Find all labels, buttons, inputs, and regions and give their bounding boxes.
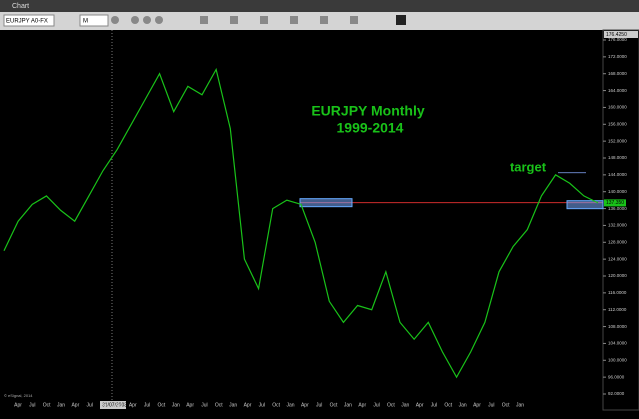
x-tick-label: Oct: [215, 402, 223, 408]
x-tick-label: Jan: [286, 402, 294, 408]
y-tick-label: 124.0000: [608, 256, 627, 261]
x-tick-label: Oct: [502, 402, 510, 408]
y-tick-label: 116.0000: [608, 290, 627, 295]
y-tick-label: 168.0000: [608, 71, 627, 76]
x-tick-label: Jan: [57, 402, 65, 408]
x-tick-label: Jan: [229, 402, 237, 408]
x-tick-label: Oct: [272, 402, 280, 408]
y-tick-label: 148.0000: [608, 155, 627, 160]
y-tick-label: 92.0000: [608, 391, 625, 396]
y-tick-label: 132.0000: [608, 223, 627, 228]
chart-subtitle: 1999-2014: [337, 120, 404, 136]
chart-title: EURJPY Monthly: [311, 103, 425, 119]
x-tick-label: Apr: [244, 402, 252, 408]
toolbar-icons[interactable]: [111, 15, 406, 25]
x-tick-label: Jul: [488, 402, 494, 408]
interval: M: [83, 19, 88, 25]
x-tick-label: Jul: [201, 402, 207, 408]
x-tick-label: Jan: [114, 402, 122, 408]
x-tick-label: Oct: [158, 402, 166, 408]
y-tick-label: 96.0000: [608, 374, 625, 379]
last-price-bg: [604, 199, 626, 207]
symbol-box[interactable]: [3, 14, 55, 27]
x-tick-label: Oct: [444, 402, 452, 408]
x-tick-label: Oct: [43, 402, 51, 408]
copyright: © eSignal, 2014: [4, 393, 33, 398]
x-tick-label: Apr: [416, 402, 424, 408]
y-tick-label: 100.0000: [608, 357, 627, 362]
x-tick-label: Jul: [373, 402, 379, 408]
y-tick-label: 144.0000: [608, 172, 627, 177]
x-tick-label: Apr: [129, 402, 137, 408]
y-tick-label: 140.0000: [608, 189, 627, 194]
y-tick-label: 108.0000: [608, 324, 627, 329]
x-tick-label: Jul: [431, 402, 437, 408]
price-line: [3, 67, 599, 379]
x-tick-label: Apr: [473, 402, 481, 408]
y-tick-label: 112.0000: [608, 307, 627, 312]
x-tick-label: Jul: [316, 402, 322, 408]
x-tick-label: Jul: [87, 402, 93, 408]
y-tick-label: 164.0000: [608, 88, 627, 93]
x-tick-label: Jan: [516, 402, 524, 408]
title-bar: [0, 0, 639, 12]
x-tick-label: Jan: [401, 402, 409, 408]
x-tick-label: Oct: [100, 402, 108, 408]
y-tick-label: 152.0000: [608, 138, 627, 143]
x-tick-label: Jul: [29, 402, 35, 408]
x-tick-label: Apr: [301, 402, 309, 408]
y-tick-label: 128.0000: [608, 239, 627, 244]
x-tick-label: Apr: [71, 402, 79, 408]
y-tick-label: 176.0000: [608, 37, 627, 42]
x-tick-label: Jul: [144, 402, 150, 408]
y-tick-label: 104.0000: [608, 341, 627, 346]
interval-box[interactable]: [79, 14, 109, 27]
cursor-date-bg: [100, 401, 126, 409]
price-header-bg: [604, 31, 638, 38]
price-header: 176.4250: [606, 32, 627, 38]
x-tick-label: Jan: [344, 402, 352, 408]
last-price-label: 137.350: [606, 200, 624, 206]
price-axis: [602, 29, 639, 411]
y-tick-label: 172.0000: [608, 54, 627, 59]
symbol: EURJPY A0-FX: [6, 19, 48, 25]
x-tick-label: Oct: [330, 402, 338, 408]
annotation: target: [510, 159, 547, 174]
x-tick-label: Jan: [172, 402, 180, 408]
x-tick-label: Apr: [358, 402, 366, 408]
cursor-date: 31/07/2003: [102, 402, 127, 408]
y-tick-label: 160.0000: [608, 105, 627, 110]
x-tick-label: Jan: [459, 402, 467, 408]
y-tick-label: 120.0000: [608, 273, 627, 278]
x-tick-label: Apr: [186, 402, 194, 408]
resistance-zone: [299, 198, 353, 208]
x-tick-label: Apr: [14, 402, 22, 408]
x-tick-label: Jul: [259, 402, 265, 408]
y-tick-label: 156.0000: [608, 121, 627, 126]
resistance-zone: [566, 200, 604, 210]
y-tick-label: 136.0000: [608, 206, 627, 211]
window-title: Chart: [12, 3, 29, 10]
x-tick-label: Oct: [387, 402, 395, 408]
